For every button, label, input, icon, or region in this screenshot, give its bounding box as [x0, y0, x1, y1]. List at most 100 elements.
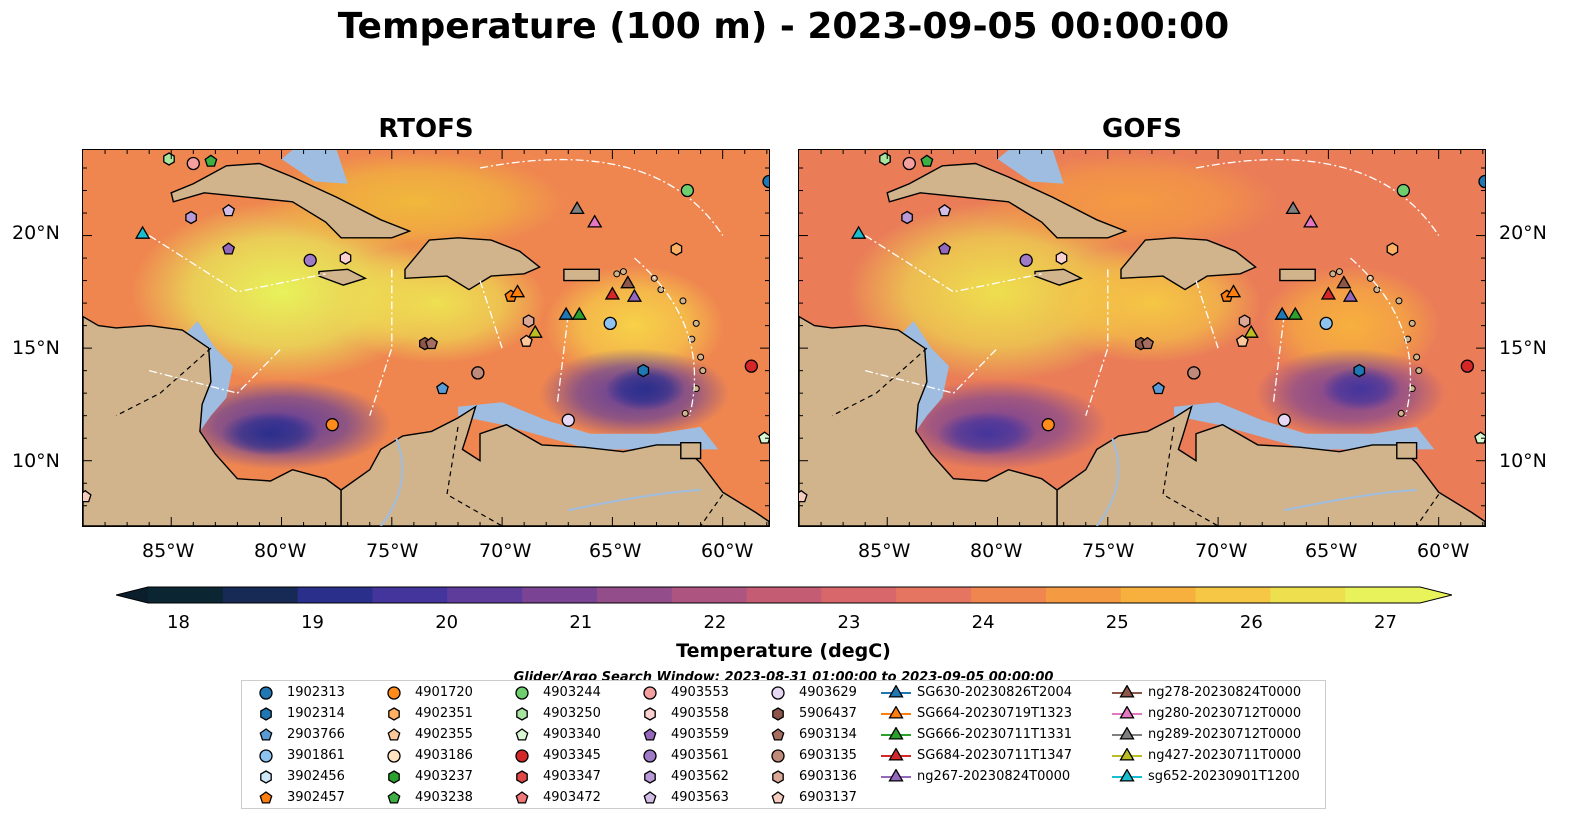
legend-marker — [260, 770, 272, 784]
legend-label: ng289-20230712T0000 — [1148, 727, 1302, 742]
temperature-patch — [605, 366, 686, 411]
legend-marker-shape — [643, 728, 657, 741]
legend-label: 4903347 — [543, 769, 601, 784]
marker-SG664-20230719T1323 — [1225, 284, 1242, 298]
legend-marker — [643, 749, 657, 763]
lat-tick-right-10: 10°N — [1499, 450, 1547, 472]
shelf-area — [281, 150, 348, 184]
colorbar-segment — [222, 587, 299, 603]
legend-marker-shape — [260, 770, 272, 784]
legend-marker — [881, 727, 911, 740]
legend-label: 1902314 — [287, 706, 345, 721]
legend-label: 4902355 — [415, 727, 473, 742]
colorbar-segment — [1195, 587, 1271, 603]
legend-marker-shape — [644, 770, 656, 784]
legend-marker-shape — [515, 686, 529, 700]
island-land — [1329, 270, 1337, 278]
marker-sg652-20230901T1200 — [134, 225, 151, 239]
legend-label: 5906437 — [799, 706, 857, 721]
legend-label: sg652-20230901T1200 — [1148, 769, 1300, 784]
island-land — [619, 268, 627, 276]
marker-ng278-20230824T0000 — [620, 275, 636, 289]
lon-tick-rtofs-65: 65°W — [589, 540, 642, 562]
legend-marker — [881, 748, 911, 761]
legend-marker — [881, 706, 911, 719]
colorbar-segment — [671, 587, 748, 603]
legend-label: 4903562 — [671, 769, 729, 784]
legend-marker — [643, 728, 657, 741]
legend-label: 3901861 — [287, 748, 345, 763]
legend-label: 3902457 — [287, 790, 345, 805]
colorbar-segment — [896, 587, 972, 603]
shelf-area — [458, 402, 719, 450]
colorbar-tick-label: 24 — [971, 612, 995, 633]
legend-label: 6903134 — [799, 727, 857, 742]
legend-marker-shape — [387, 749, 401, 763]
colorbar-tick-label: 23 — [837, 612, 861, 633]
marker-sg652-20230901T1200 — [850, 225, 867, 239]
island-land — [613, 270, 621, 278]
legend-marker — [644, 770, 656, 784]
legend-label: 4903186 — [415, 748, 473, 763]
colorbar-segment — [297, 587, 374, 603]
legend-label: ng278-20230824T0000 — [1148, 685, 1302, 700]
marker-4903238 — [920, 154, 934, 167]
legend-label: ng280-20230712T0000 — [1148, 706, 1302, 721]
legend-marker — [771, 791, 785, 804]
lon-tick-rtofs-70: 70°W — [479, 540, 532, 562]
lon-tick-gofs-65: 65°W — [1305, 540, 1358, 562]
legend-label: 4903561 — [671, 748, 729, 763]
marker-SG664-20230719T1323 — [509, 284, 526, 298]
lon-tick-gofs-85: 85°W — [858, 540, 911, 562]
legend-marker — [387, 686, 401, 700]
island-land — [681, 409, 689, 417]
colorbar-tick-label: 27 — [1374, 612, 1397, 633]
marker-4903562 — [185, 210, 197, 225]
marker-1902314 — [1353, 363, 1366, 378]
marker-ng280-20230712T0000 — [1303, 214, 1319, 228]
marker-4903244 — [680, 183, 695, 198]
marker-6903136 — [1238, 314, 1251, 328]
marker-4903558 — [339, 251, 352, 265]
marker-4903345 — [744, 359, 759, 373]
colorbar-segment — [1045, 587, 1122, 603]
colorbar-tick-label: 18 — [167, 612, 190, 633]
legend-marker-shape — [1119, 727, 1135, 740]
legend-label: 4903237 — [415, 769, 473, 784]
legend-marker — [387, 791, 401, 804]
marker-1902313 — [1478, 174, 1492, 189]
marker-4903561 — [1019, 253, 1033, 267]
lat-tick-right-15: 15°N — [1499, 337, 1547, 359]
island-land — [697, 353, 705, 361]
island-land — [1413, 353, 1421, 361]
legend-marker-shape — [888, 706, 904, 719]
legend-marker-shape — [1119, 769, 1135, 782]
legend-marker — [259, 791, 273, 804]
legend-label: 4903629 — [799, 685, 857, 700]
colorbar-min-extend — [116, 587, 148, 603]
legend-marker — [1112, 685, 1142, 698]
legend-marker — [516, 770, 528, 784]
colorbar-max-extend — [1420, 587, 1452, 603]
south-america-land — [340, 405, 770, 527]
cuba-land — [886, 162, 1128, 239]
legend-marker — [515, 728, 529, 741]
colorbar-segment — [1120, 587, 1197, 603]
temperature-patch — [220, 411, 321, 456]
marker-ng278-20230824T0000 — [1336, 275, 1352, 289]
legend-label: SG664-20230719T1323 — [917, 706, 1073, 721]
legend-label: SG684-20230711T1347 — [917, 748, 1073, 763]
cuba-land — [170, 162, 412, 239]
marker-6903135 — [1187, 366, 1201, 380]
legend-marker-shape — [771, 686, 785, 700]
marker-4903553 — [902, 156, 916, 171]
legend-marker-shape — [259, 728, 273, 741]
figure-title: Temperature (100 m) - 2023-09-05 00:00:0… — [337, 6, 1230, 47]
legend-marker-shape — [772, 707, 784, 721]
legend-label: ng427-20230711T0000 — [1148, 748, 1302, 763]
legend-marker — [772, 707, 784, 721]
marker-4903558 — [1055, 251, 1068, 265]
temperature-patch — [1321, 366, 1402, 411]
legend-marker-shape — [387, 791, 401, 804]
marker-4903629 — [1277, 413, 1291, 427]
